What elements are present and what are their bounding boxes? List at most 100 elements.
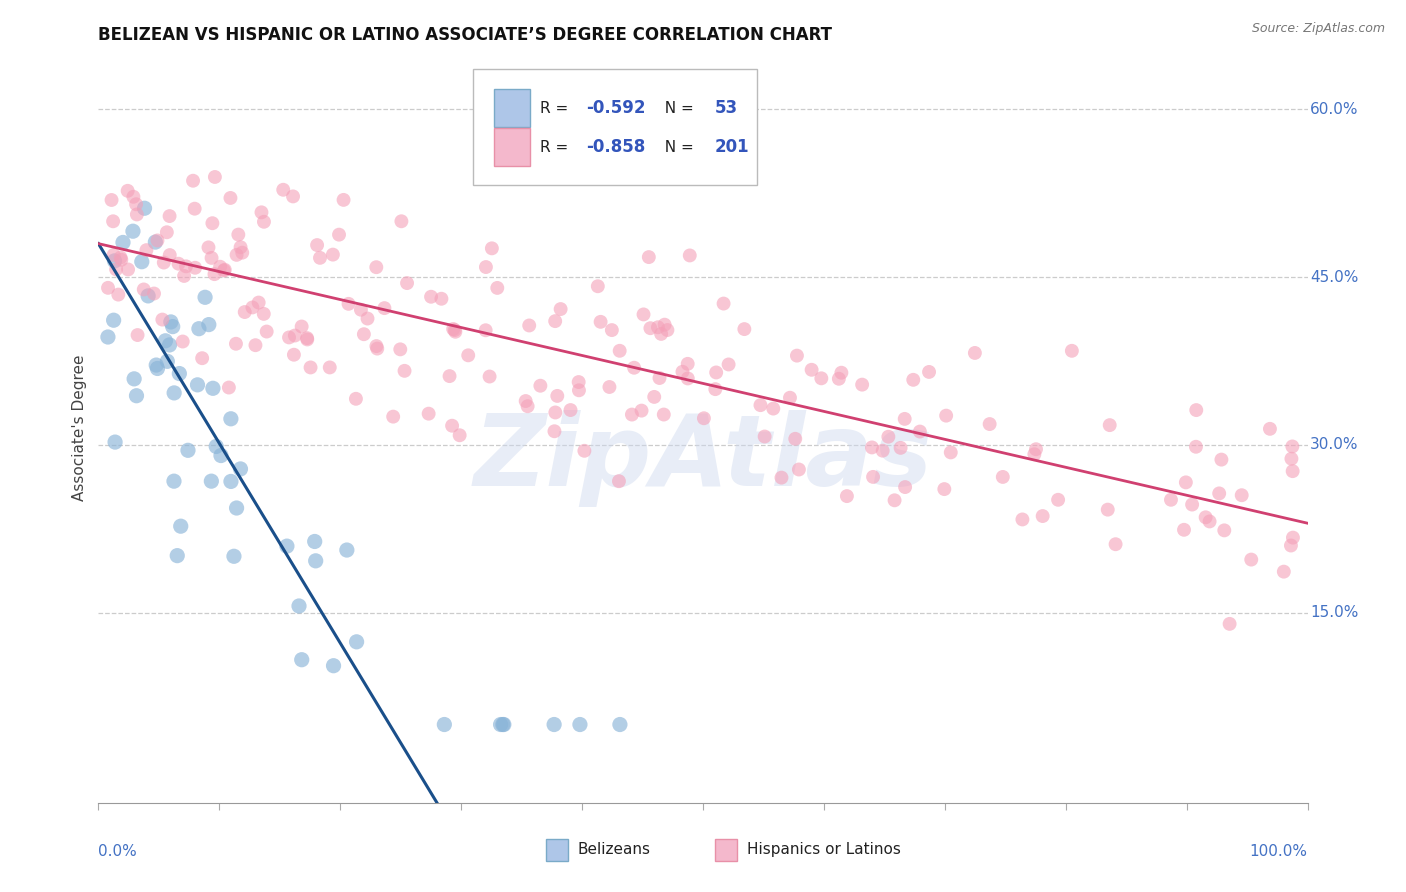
Point: [1160, 492, 1182, 507]
Point: [443, 323, 465, 337]
Point: [1219, 616, 1241, 631]
Point: [225, 336, 247, 351]
Point: [389, 343, 412, 357]
Point: [652, 408, 675, 422]
Point: [918, 365, 941, 379]
Point: [600, 323, 623, 337]
Point: [346, 635, 368, 649]
Point: [478, 369, 501, 384]
Point: [256, 325, 278, 339]
Point: [544, 314, 567, 328]
Point: [650, 326, 672, 341]
Point: [441, 418, 464, 433]
Text: 0.0%: 0.0%: [98, 844, 138, 859]
Point: [607, 474, 630, 488]
Point: [449, 428, 471, 442]
Point: [135, 243, 157, 257]
Point: [1281, 440, 1303, 454]
Point: [640, 321, 662, 335]
Point: [515, 394, 537, 409]
Point: [1181, 498, 1204, 512]
Point: [568, 717, 591, 731]
Point: [156, 354, 179, 368]
Text: R =: R =: [540, 140, 572, 154]
Point: [247, 295, 270, 310]
Point: [250, 205, 273, 219]
Point: [733, 322, 755, 336]
Point: [103, 248, 125, 262]
Point: [228, 227, 250, 242]
Point: [162, 319, 184, 334]
Point: [893, 412, 915, 426]
Point: [657, 323, 679, 337]
Point: [107, 287, 129, 301]
Point: [125, 389, 148, 403]
Point: [191, 351, 214, 366]
Point: [1198, 515, 1220, 529]
Text: 15.0%: 15.0%: [1310, 605, 1358, 620]
Point: [169, 367, 191, 381]
Point: [1240, 552, 1263, 566]
Point: [439, 369, 461, 384]
Point: [568, 384, 591, 398]
Point: [963, 346, 986, 360]
Point: [787, 462, 810, 476]
Point: [620, 408, 643, 422]
Point: [173, 268, 195, 283]
Point: [212, 263, 235, 277]
Point: [529, 378, 551, 392]
Point: [1211, 452, 1233, 467]
Point: [122, 224, 145, 238]
Point: [219, 475, 242, 489]
Point: [328, 227, 350, 242]
Point: [1097, 502, 1119, 516]
Point: [486, 281, 509, 295]
Point: [319, 360, 342, 375]
Point: [1258, 422, 1281, 436]
Point: [117, 262, 139, 277]
Point: [1011, 512, 1033, 526]
Point: [546, 389, 568, 403]
Point: [288, 599, 311, 613]
Point: [908, 425, 931, 439]
Point: [1281, 464, 1303, 478]
Point: [304, 534, 326, 549]
Point: [851, 377, 873, 392]
Point: [633, 307, 655, 321]
Point: [704, 382, 727, 396]
Text: -0.858: -0.858: [586, 138, 645, 156]
Point: [481, 241, 503, 255]
Point: [209, 449, 232, 463]
Point: [253, 215, 276, 229]
Point: [131, 254, 153, 268]
Point: [336, 543, 359, 558]
Point: [1279, 539, 1302, 553]
Text: 100.0%: 100.0%: [1250, 844, 1308, 859]
Point: [97, 330, 120, 344]
Point: [991, 470, 1014, 484]
Text: 53: 53: [716, 99, 738, 117]
Point: [295, 331, 318, 345]
Point: [786, 349, 808, 363]
Point: [492, 717, 515, 731]
Point: [233, 305, 256, 319]
Point: [543, 424, 565, 438]
Point: [200, 474, 222, 488]
Point: [713, 296, 735, 310]
Point: [830, 366, 852, 380]
Point: [177, 443, 200, 458]
Point: [648, 371, 671, 385]
Point: [785, 432, 807, 446]
Point: [1098, 418, 1121, 433]
Point: [457, 348, 479, 362]
Point: [332, 193, 354, 207]
Point: [418, 407, 440, 421]
FancyBboxPatch shape: [474, 69, 758, 185]
Point: [204, 267, 226, 281]
Point: [717, 358, 740, 372]
Point: [143, 235, 166, 249]
Point: [643, 390, 665, 404]
Point: [704, 366, 727, 380]
Point: [160, 315, 183, 329]
Bar: [494, 128, 530, 166]
